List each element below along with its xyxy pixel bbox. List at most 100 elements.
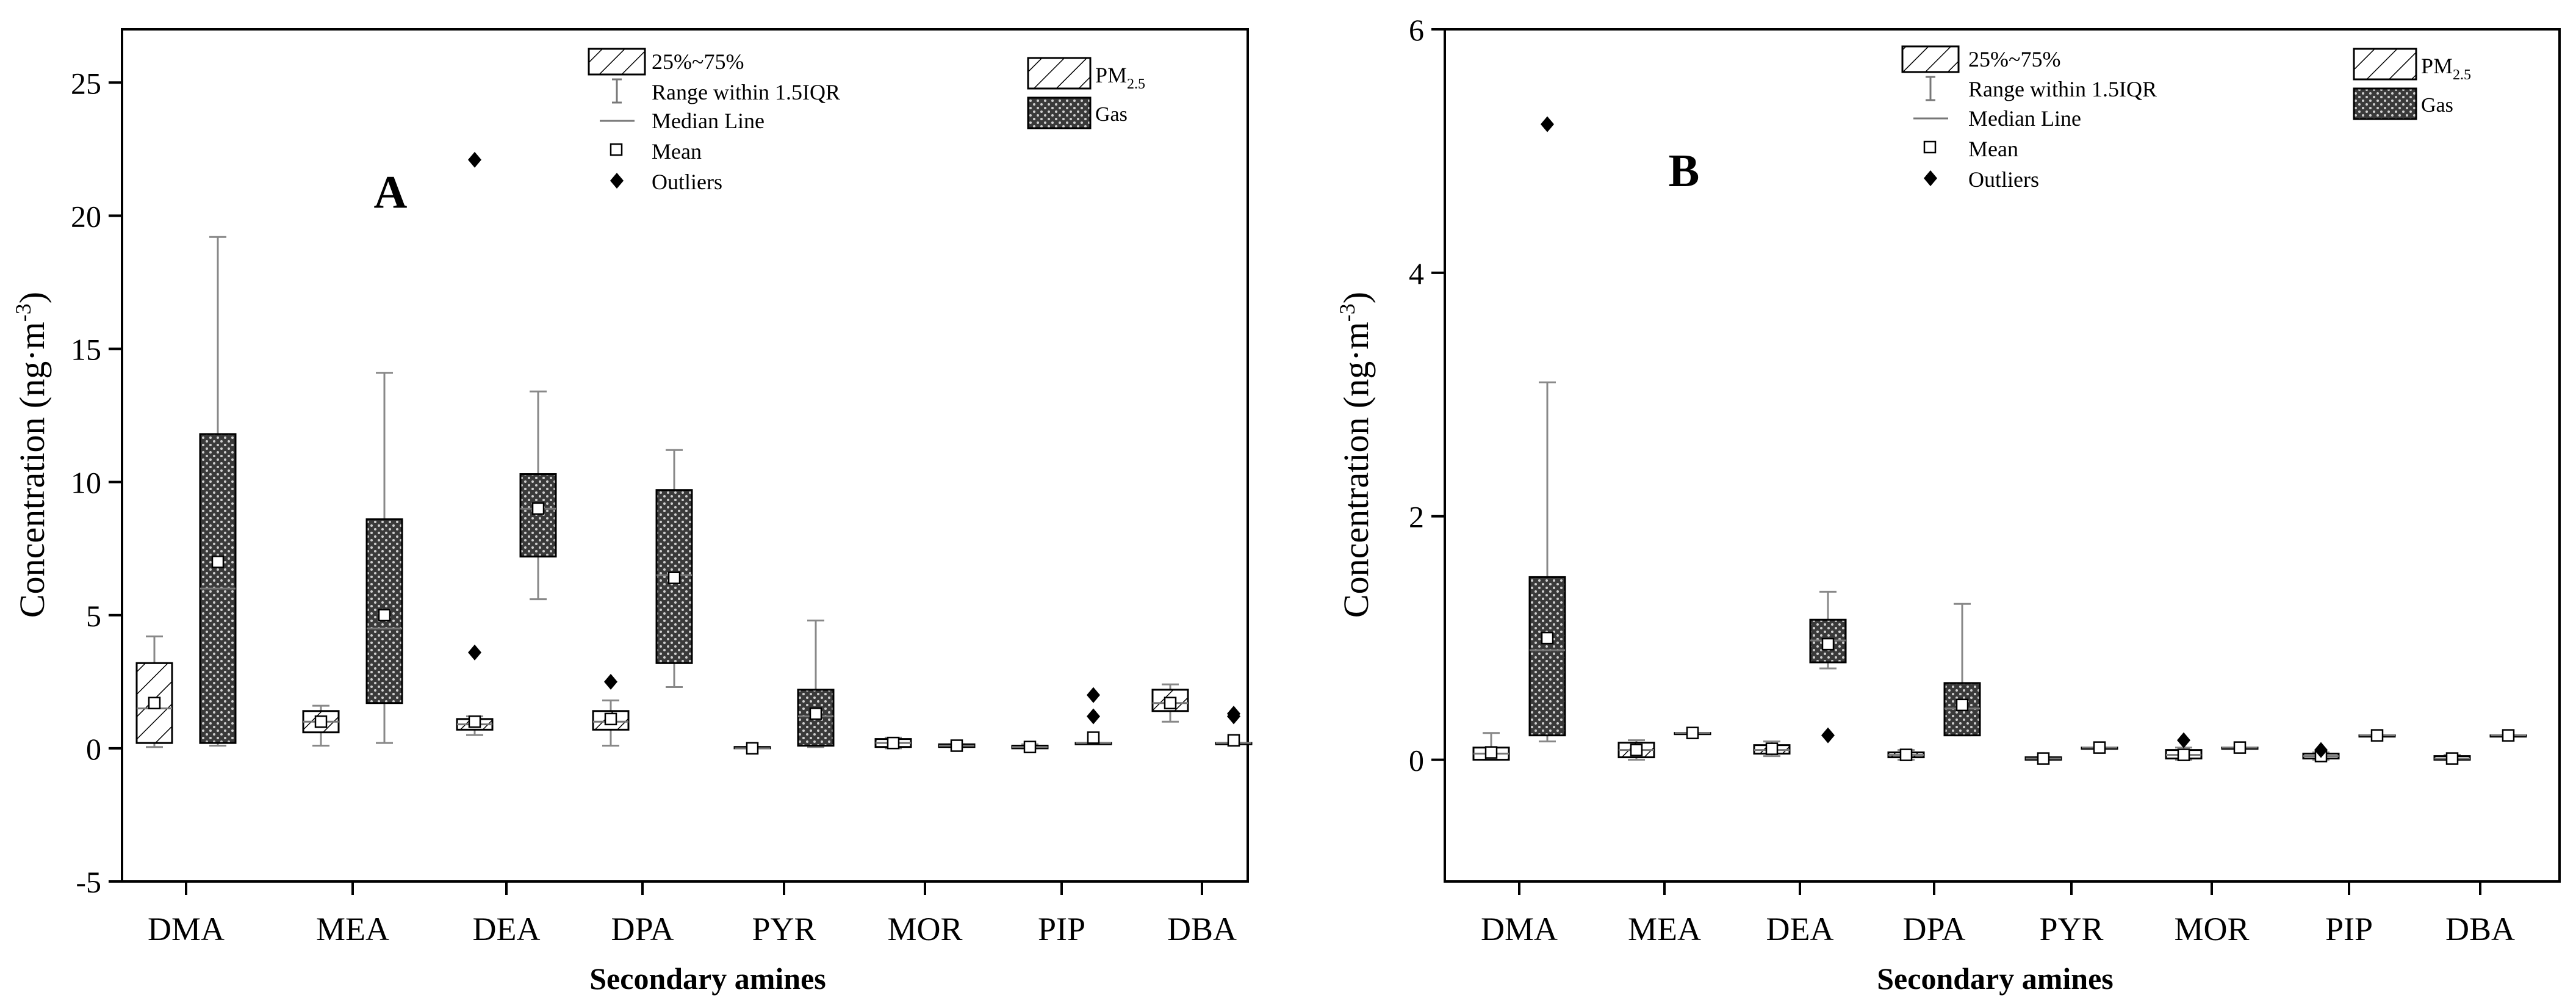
legend-box-label-b: 25%~75% — [1968, 47, 2060, 71]
mean-marker — [2037, 752, 2050, 765]
legend-median-label-b: Median Line — [1968, 106, 2081, 131]
outlier-point — [2177, 732, 2190, 748]
x-tick-label-b: PIP — [2325, 911, 2373, 947]
mean-marker — [950, 739, 963, 752]
mean-marker — [1630, 744, 1643, 756]
box-gas-a — [797, 619, 835, 748]
legend-range-label-a: Range within 1.5IQR — [652, 80, 840, 104]
box-pm-a — [302, 704, 340, 747]
x-axis-title-a: Secondary amines — [589, 961, 826, 996]
box-pm-b — [1472, 732, 1510, 761]
x-tick-label-b: DEA — [1766, 911, 1834, 947]
panel-a: -5 0 5 10 15 20 25 DMA MEA DEA DPA PYR MOR PIP DBA A S… — [11, 28, 1253, 996]
legend-gas-swatch-b — [2353, 87, 2417, 120]
outlier-point — [1227, 706, 1240, 722]
y-axis-title-a-sup: -3 — [11, 303, 35, 322]
box-gas-a — [938, 739, 976, 752]
legend-mean-swatch-b — [1923, 140, 1937, 154]
y-tick-label-a: 0 — [86, 732, 101, 766]
box-pm-b — [1617, 739, 1655, 761]
legend-series-a: PM2.5 Gas — [1027, 57, 1145, 129]
legend-box-label-a: 25%~75% — [652, 49, 744, 74]
y-axis-title-a: Concentration (ng·m-3) — [11, 292, 52, 618]
legend-mean-label-b: Mean — [1968, 137, 2018, 161]
mean-marker — [1821, 637, 1835, 651]
outlier-point — [1821, 727, 1835, 744]
box-pm-b — [2024, 752, 2062, 765]
box-gas-b — [2081, 741, 2118, 754]
x-tick-label-a: MOR — [887, 911, 962, 947]
mean-marker — [148, 697, 161, 709]
box-gas-b — [2358, 729, 2396, 742]
y-tick-label-a: 15 — [71, 333, 101, 367]
panel-b: 0 2 4 6 DMA MEA DEA DPA PYR MOR PIP DBA B Secondary… — [1335, 13, 2561, 996]
legend-pm-label-b-sub: 2.5 — [2453, 67, 2471, 83]
box-gas-a — [365, 372, 403, 744]
box-gas-a — [1074, 687, 1112, 745]
mean-marker — [746, 742, 759, 755]
mean-marker — [314, 715, 328, 728]
box-pm-b — [1887, 748, 1925, 761]
x-tick-label-a: DBA — [1167, 911, 1237, 947]
box-gas-b — [1674, 726, 1711, 739]
y-tick-label-b: 2 — [1409, 500, 1424, 534]
panel-label-a: A — [374, 167, 408, 218]
outlier-point — [604, 673, 617, 690]
y-tick-label-a: 20 — [71, 199, 101, 233]
legend-gas-swatch-a — [1027, 96, 1092, 129]
x-axis-title-b: Secondary amines — [1877, 961, 2114, 996]
box-pm-a — [733, 742, 771, 755]
legend-stats-b: 25%~75% Range within 1.5IQR Median Line … — [1901, 45, 2157, 192]
outlier-point — [468, 644, 481, 660]
outlier-point — [1087, 687, 1100, 703]
box-pm-b — [2302, 742, 2340, 762]
box-gas-a — [655, 449, 693, 689]
box-pm-b — [2165, 732, 2203, 761]
panel-label-b: B — [1669, 145, 1700, 197]
y-tick-label-a: -5 — [76, 865, 101, 899]
legend-gas-label-a: Gas — [1095, 103, 1128, 126]
mean-marker — [887, 736, 900, 750]
plot-frame-a — [121, 28, 1249, 883]
mean-marker — [1087, 731, 1100, 744]
mean-marker — [1541, 631, 1554, 645]
box-gas-b — [2221, 741, 2259, 754]
y-axis-title-a-close: ) — [12, 292, 52, 303]
x-tick-label-a: PIP — [1038, 911, 1085, 947]
y-tick-label-a: 5 — [86, 599, 101, 633]
box-gas-a — [1215, 706, 1253, 747]
mean-marker — [378, 609, 391, 621]
mean-marker — [2445, 752, 2459, 765]
box-pm-a — [874, 736, 912, 750]
x-tick-label-b: DBA — [2445, 911, 2515, 947]
mean-marker — [468, 715, 481, 728]
legend-median-label-a: Median Line — [652, 109, 765, 133]
legend-outlier-swatch-b — [1924, 170, 1937, 186]
mean-marker — [1899, 748, 1913, 761]
y-axis-a: -5 0 5 10 15 20 25 DMA MEA DEA DPA PYR MOR PIP DBA — [71, 66, 1237, 947]
box-gas-b — [2489, 729, 2527, 742]
legend-stats-a: 25%~75% Range within 1.5IQR Median Line … — [588, 48, 840, 194]
legend-mean-swatch-a — [610, 143, 623, 156]
x-tick-label-a: DEA — [473, 911, 541, 947]
x-tick-label-a: MEA — [316, 911, 389, 947]
x-tick-label-a: DMA — [148, 911, 225, 947]
legend-pm-label-a-sub: 2.5 — [1127, 76, 1145, 92]
outlier-point — [1087, 708, 1100, 725]
legend-pm-label-a-main: PM — [1095, 63, 1127, 87]
legend-pm-swatch-a — [1027, 57, 1092, 90]
iqr-box — [519, 473, 557, 558]
mean-marker — [2370, 729, 2384, 742]
legend-outlier-label-a: Outliers — [652, 170, 722, 194]
mean-marker — [1227, 734, 1240, 747]
outlier-point — [468, 151, 481, 168]
plot-frame-b — [1444, 28, 2561, 883]
legend-gas-label-b: Gas — [2421, 94, 2453, 117]
legend-outlier-swatch-a — [610, 173, 624, 189]
mean-marker — [809, 707, 822, 720]
mean-marker — [1023, 740, 1037, 753]
mean-marker — [1686, 726, 1699, 739]
y-axis-title-a-main: Concentration (ng·m — [12, 322, 52, 618]
box-pm-a — [592, 673, 630, 747]
y-tick-label-b: 6 — [1409, 13, 1424, 47]
